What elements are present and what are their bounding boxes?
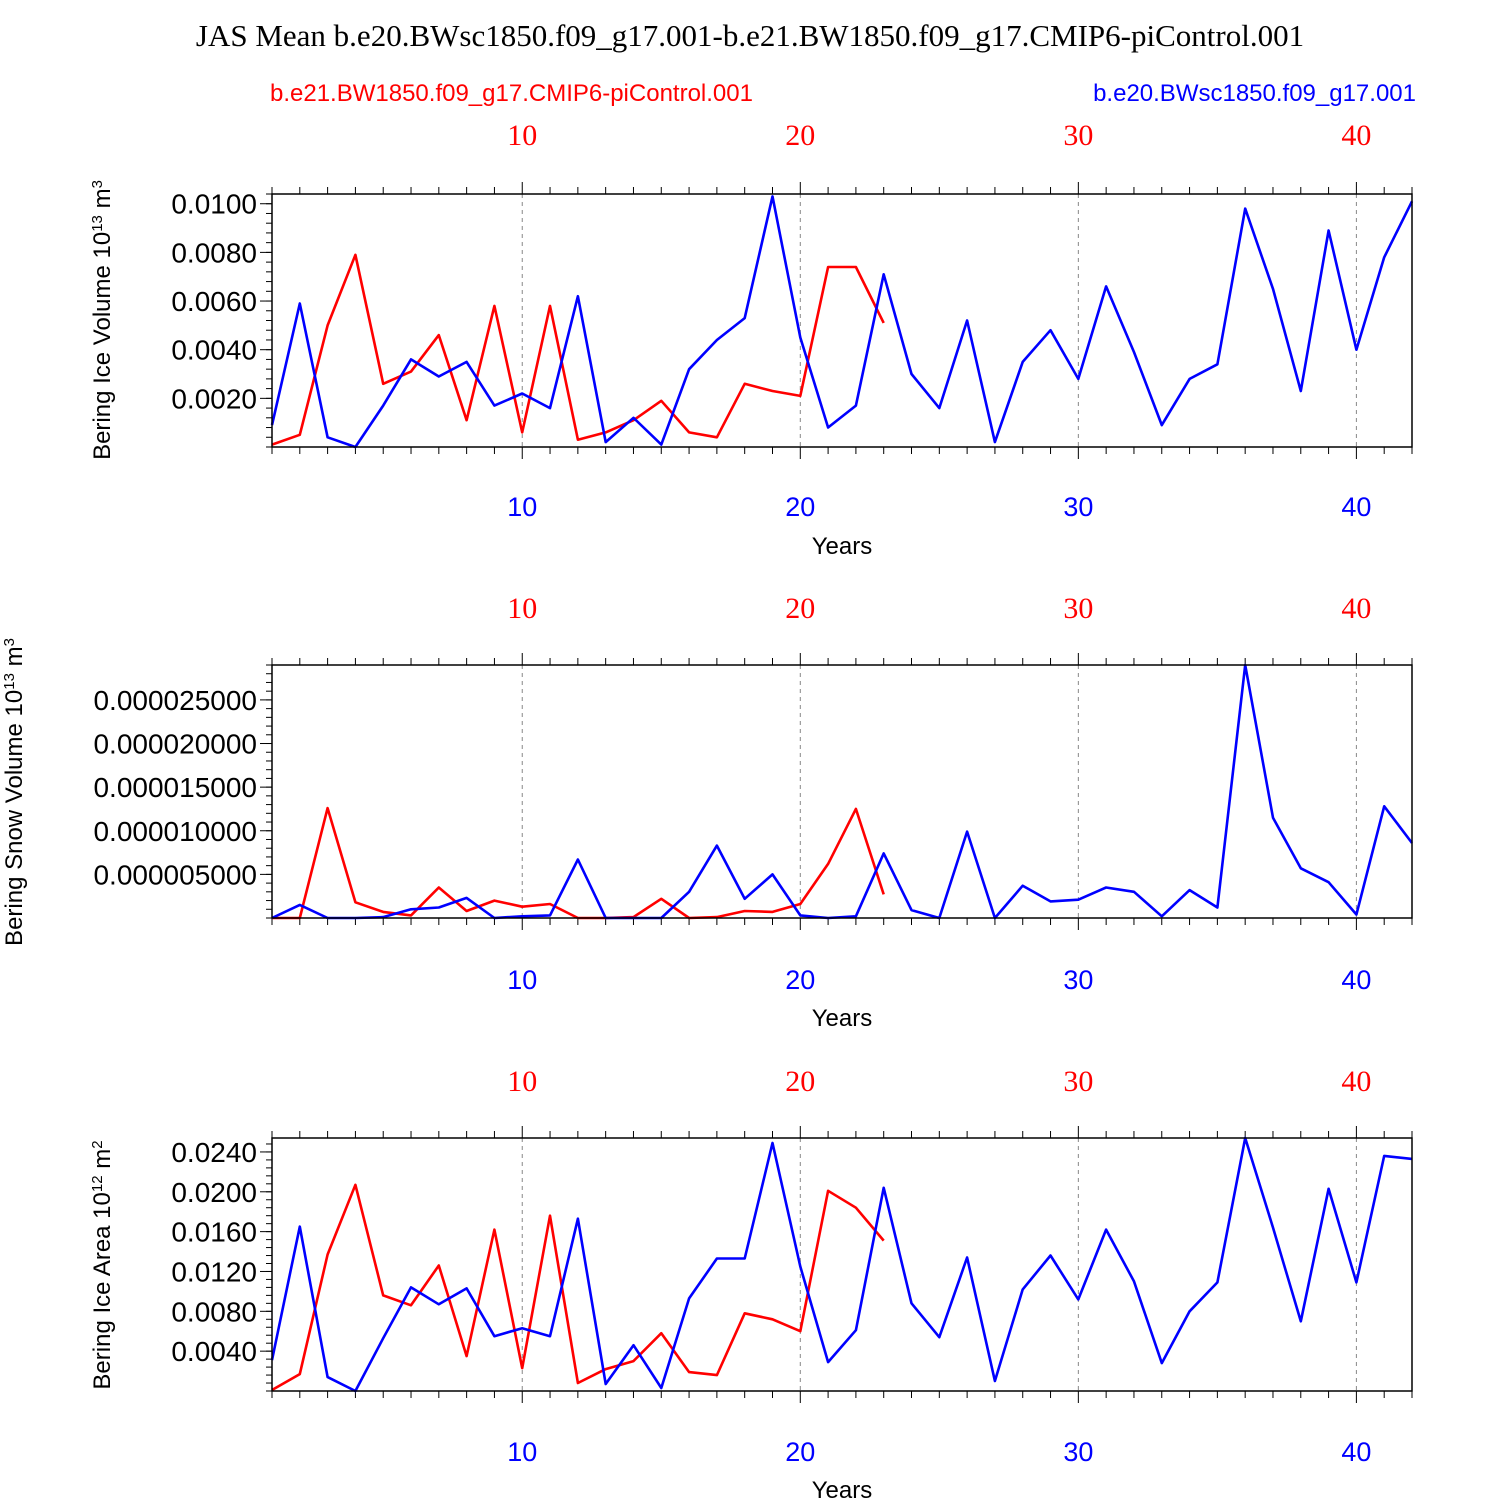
- y-tick-label: 0.0100: [171, 189, 257, 220]
- panel-ice-volume: 0.0020 0.0040 0.0060 0.0080 0.0100 10 20 30 40 10…: [89, 119, 1414, 560]
- x-axis-label: Years: [812, 1477, 873, 1500]
- x-top-tick-label: 10: [507, 592, 537, 625]
- x-bottom-tick-label: 20: [785, 492, 815, 522]
- y-tick-label: 0.0200: [171, 1177, 257, 1208]
- x-axis-label: Years: [812, 1005, 873, 1032]
- x-top-tick-label: 30: [1063, 1065, 1093, 1098]
- x-top-tick-label: 20: [785, 1065, 815, 1098]
- x-bottom-tick-label: 10: [507, 1437, 537, 1467]
- x-top-tick-label: 40: [1341, 119, 1371, 152]
- y-axis-label-ylabel-exp: 13: [89, 215, 106, 232]
- x-bottom-tick-label: 40: [1341, 492, 1371, 522]
- y-axis-label: Bering Snow Volume 1013 m3: [1, 638, 29, 946]
- x-bottom-tick-label: 10: [507, 492, 537, 522]
- series-line-red: [271, 1183, 885, 1392]
- x-bottom-tick-label: 30: [1063, 492, 1093, 522]
- y-tick-label: 0.0120: [171, 1256, 257, 1287]
- y-tick-label: 0.0060: [171, 286, 257, 317]
- y-tick-label: 0.000005000: [93, 859, 257, 890]
- series-line-blue: [270, 195, 1414, 449]
- x-bottom-tick-label: 40: [1341, 965, 1371, 995]
- plot-frame: [271, 664, 1413, 919]
- x-top-tick-label: 10: [507, 1065, 537, 1098]
- y-axis-label-ylabel-unit: m: [1, 646, 28, 673]
- x-bottom-tick-label: 30: [1063, 965, 1093, 995]
- y-tick-label: 0.000025000: [93, 685, 257, 716]
- legend-red-label: b.e21.BW1850.f09_g17.CMIP6-piControl.001: [270, 80, 753, 107]
- y-tick-label: 0.000015000: [93, 772, 257, 803]
- y-tick-label: 0.0020: [171, 383, 257, 414]
- y-axis-label-ylabel-unit-exp: 3: [89, 180, 106, 188]
- y-tick-label: 0.0040: [171, 1336, 257, 1367]
- x-top-tick-label: 30: [1063, 119, 1093, 152]
- y-tick-label: 0.000010000: [93, 816, 257, 847]
- panel-snow-volume: 0.000005000 0.000010000 0.000015000 0.00002…: [1, 592, 1414, 1032]
- x-top-tick-label: 40: [1341, 592, 1371, 625]
- x-bottom-tick-label: 40: [1341, 1437, 1371, 1467]
- y-axis-label-ylabel: Bering Ice Area 10: [89, 1192, 116, 1389]
- series-line-blue: [271, 663, 1414, 920]
- y-axis-label-ylabel: Bering Ice Volume 10: [89, 232, 116, 460]
- x-top-tick-label: 20: [785, 119, 815, 152]
- y-axis-label: Bering Ice Area 1012 m2: [89, 1140, 117, 1389]
- panel-ice-area: 0.0040 0.0080 0.0120 0.0160 0.0200 0.0240 10 20…: [89, 1065, 1413, 1500]
- x-bottom-tick-label: 20: [785, 965, 815, 995]
- plot-frame: [271, 193, 1413, 448]
- y-axis-label: Bering Ice Volume 1013 m3: [89, 180, 117, 460]
- x-bottom-tick-label: 30: [1063, 1437, 1093, 1467]
- y-axis-label-ylabel-unit-exp: 3: [1, 638, 18, 646]
- plot-frame: [271, 1137, 1413, 1392]
- x-bottom-tick-label: 20: [785, 1437, 815, 1467]
- y-tick-label: 0.0160: [171, 1217, 257, 1248]
- y-axis-label-ylabel-unit: m: [89, 188, 116, 215]
- y-axis-label-ylabel-exp: 12: [89, 1175, 106, 1192]
- x-top-tick-label: 40: [1341, 1065, 1371, 1098]
- y-tick-label: 0.0080: [171, 1296, 257, 1327]
- y-axis-label-ylabel: Bering Snow Volume 10: [1, 690, 28, 946]
- y-tick-label: 0.000020000: [93, 729, 257, 760]
- series-line-red: [271, 253, 885, 446]
- x-top-tick-label: 10: [507, 119, 537, 152]
- y-tick-label: 0.0240: [171, 1137, 257, 1168]
- y-tick-label: 0.0040: [171, 335, 257, 366]
- legend-blue-label: b.e20.BWsc1850.f09_g17.001: [1093, 80, 1416, 107]
- y-axis-label-ylabel-unit-exp: 2: [89, 1140, 106, 1148]
- x-axis-label: Years: [812, 533, 873, 560]
- series-line-blue: [270, 1136, 1413, 1393]
- x-top-tick-label: 30: [1063, 592, 1093, 625]
- y-axis-label-ylabel-unit: m: [89, 1149, 116, 1176]
- y-axis-label-ylabel-exp: 13: [1, 673, 18, 690]
- y-tick-label: 0.0080: [171, 237, 257, 268]
- x-bottom-tick-label: 10: [507, 965, 537, 995]
- chart-title: JAS Mean b.e20.BWsc1850.f09_g17.001-b.e2…: [196, 18, 1304, 53]
- x-top-tick-label: 20: [785, 592, 815, 625]
